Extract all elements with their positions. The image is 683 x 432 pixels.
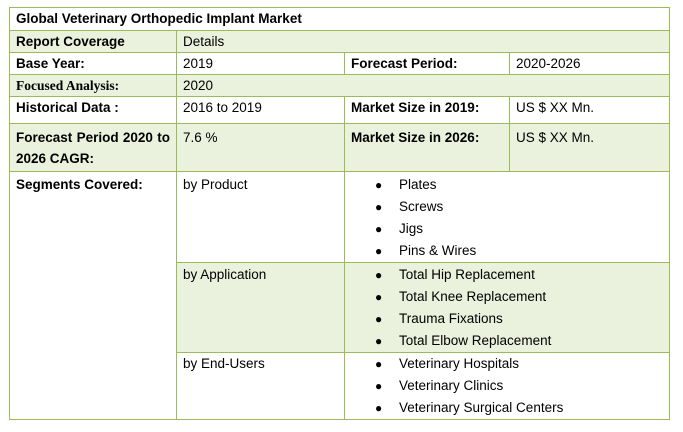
list-item: ● Veterinary Clinics xyxy=(351,375,663,397)
focused-analysis-label: Focused Analysis: xyxy=(9,74,177,97)
list-item: ● Pins & Wires xyxy=(351,240,663,262)
focused-analysis-value: 2020 xyxy=(175,74,671,97)
market-size-2026-value: US $ XX Mn. xyxy=(508,123,671,172)
list-item-text: Plates xyxy=(399,177,437,192)
list-item-text: Pins & Wires xyxy=(399,243,477,258)
bullet-icon: ● xyxy=(375,200,383,214)
list-item: ● Total Hip Replacement xyxy=(351,264,663,286)
bullet-icon: ● xyxy=(375,268,383,282)
bullet-list: ● Total Hip Replacement ● Total Knee Repla… xyxy=(351,264,663,352)
bullet-icon: ● xyxy=(375,312,383,326)
report-table: Global Veterinary Orthopedic Implant Mar… xyxy=(8,7,671,420)
list-item-text: Trauma Fixations xyxy=(399,311,503,326)
list-item-text: Veterinary Clinics xyxy=(399,378,504,393)
header-row: Report Coverage Details xyxy=(9,30,671,53)
list-item: ● Trauma Fixations xyxy=(351,308,663,330)
list-item: ● Veterinary Surgical Centers xyxy=(351,397,663,419)
details-label: Details xyxy=(175,30,671,53)
bullet-icon: ● xyxy=(375,290,383,304)
segment-group-name: by End-Users xyxy=(176,352,345,420)
bullet-icon: ● xyxy=(375,244,383,258)
bullet-list: ● Plates ● Screws ● Jigs ● Pins & Wires xyxy=(351,174,663,262)
segment-items-cell: ● Veterinary Hospitals ● Veterinary Clinic… xyxy=(343,352,671,420)
cagr-value: 7.6 % xyxy=(176,123,345,172)
list-item-text: Jigs xyxy=(399,221,424,236)
table-title: Global Veterinary Orthopedic Implant Mar… xyxy=(8,7,671,31)
base-year-row: Base Year: 2019 Forecast Period: 2020-20… xyxy=(9,52,671,75)
list-item-text: Total Elbow Replacement xyxy=(399,333,552,348)
market-size-2019-label: Market Size in 2019: xyxy=(344,96,510,124)
bullet-icon: ● xyxy=(375,401,383,415)
bullet-icon: ● xyxy=(375,178,383,192)
market-size-2026-label: Market Size in 2026: xyxy=(344,123,510,172)
market-size-2019-value: US $ XX Mn. xyxy=(508,96,671,124)
cagr-label: Forecast Period 2020 to 2026 CAGR: xyxy=(9,123,177,172)
list-item: ● Jigs xyxy=(351,218,663,240)
list-item-text: Veterinary Hospitals xyxy=(399,356,520,371)
title-row: Global Veterinary Orthopedic Implant Mar… xyxy=(8,7,671,31)
segment-application-row: by Application ● Total Hip Replacement ● T… xyxy=(10,262,671,353)
segment-end-users-row: by End-Users ● Veterinary Hospitals ● Vete… xyxy=(10,352,671,420)
segment-group-name: by Application xyxy=(176,262,345,353)
bullet-icon: ● xyxy=(375,334,383,348)
list-item: ● Veterinary Hospitals xyxy=(351,353,663,375)
list-item: ● Screws xyxy=(351,196,663,218)
historical-data-label: Historical Data : xyxy=(9,96,177,124)
list-item-text: Total Hip Replacement xyxy=(399,267,535,282)
report-coverage-label: Report Coverage xyxy=(9,30,177,53)
focused-analysis-row: Focused Analysis: 2020 xyxy=(9,74,671,97)
list-item-text: Total Knee Replacement xyxy=(399,289,547,304)
forecast-period-label: Forecast Period: xyxy=(344,52,510,75)
bullet-icon: ● xyxy=(375,222,383,236)
historical-data-value: 2016 to 2019 xyxy=(176,96,345,124)
segment-product-row: Segments Covered: by Product ● Plates ● Sc… xyxy=(9,171,671,420)
segment-items-cell: ● Total Hip Replacement ● Total Knee Repla… xyxy=(343,262,671,353)
list-item-text: Screws xyxy=(399,199,444,214)
segment-items-cell: ● Plates ● Screws ● Jigs ● Pins & Wires xyxy=(343,171,671,263)
cagr-row: Forecast Period 2020 to 2026 CAGR: 7.6 %… xyxy=(9,123,671,172)
list-item-text: Veterinary Surgical Centers xyxy=(399,400,564,415)
forecast-period-value: 2020-2026 xyxy=(508,52,671,75)
segments-covered-label: Segments Covered: xyxy=(9,171,177,420)
historical-data-row: Historical Data : 2016 to 2019 Market Si… xyxy=(9,96,671,124)
list-item: ● Plates xyxy=(351,174,663,196)
bullet-icon: ● xyxy=(375,379,383,393)
bullet-icon: ● xyxy=(375,357,383,371)
segment-group-name: by Product xyxy=(176,171,345,263)
bullet-list: ● Veterinary Hospitals ● Veterinary Clinic… xyxy=(351,353,663,419)
base-year-label: Base Year: xyxy=(9,52,177,75)
base-year-value: 2019 xyxy=(176,52,345,75)
list-item: ● Total Elbow Replacement xyxy=(351,330,663,352)
list-item: ● Total Knee Replacement xyxy=(351,286,663,308)
